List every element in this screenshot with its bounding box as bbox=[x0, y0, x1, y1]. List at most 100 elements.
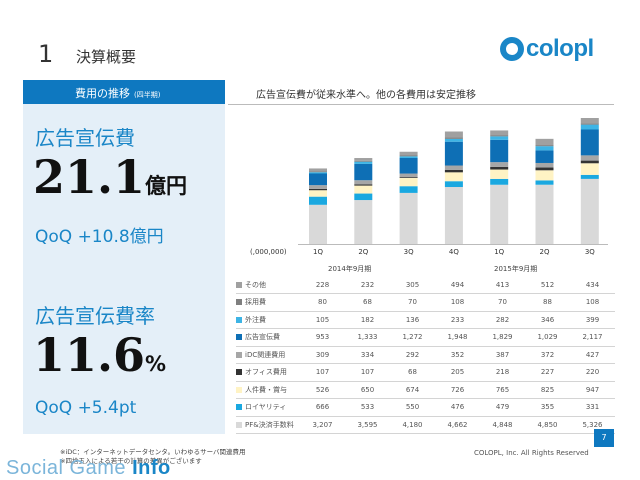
watermark: Social Game Info bbox=[6, 457, 171, 480]
bar-segment-6-0 bbox=[309, 172, 327, 174]
table-cell: 68 bbox=[345, 293, 390, 312]
slide-title: 決算概要 bbox=[76, 48, 137, 66]
bar-segment-7-4 bbox=[490, 135, 509, 137]
bar-segment-5-2 bbox=[399, 158, 418, 174]
table-cell: 292 bbox=[390, 346, 435, 364]
bar-segment-3-5 bbox=[535, 167, 554, 171]
bar-segment-8-6 bbox=[580, 118, 599, 124]
table-cell: 107 bbox=[300, 363, 345, 382]
table-cell: 2,117 bbox=[570, 328, 615, 347]
bar-segment-6-6 bbox=[580, 124, 599, 130]
bar-segment-1-1 bbox=[354, 193, 373, 201]
table-cell: 107 bbox=[345, 363, 390, 382]
ad-cost-value-int: 21 bbox=[33, 150, 98, 204]
ad-ratio-value-dec: .6 bbox=[97, 328, 146, 382]
table-cell: 227 bbox=[525, 363, 570, 382]
bar-segment-2-5 bbox=[535, 170, 554, 181]
table-cell: 3,207 bbox=[300, 416, 345, 434]
table-row: iDC関連費用 309 334 292 352 387 372 427 bbox=[236, 346, 615, 364]
logo-text: colopl bbox=[526, 35, 594, 62]
table-cell: 427 bbox=[570, 346, 615, 364]
bar-segment-4-1 bbox=[354, 180, 373, 185]
bar-segment-6-3 bbox=[444, 138, 463, 142]
bar-segment-0-6 bbox=[580, 178, 599, 244]
kpi-panel-subtitle: (四半期) bbox=[134, 91, 161, 99]
row-label: iDC関連費用 bbox=[236, 346, 300, 364]
table-cell: 331 bbox=[570, 398, 615, 417]
footnote-idc: ※iDC：インターネットデータセンタ。いわゆるサーバ関連費用 bbox=[60, 448, 246, 456]
legend-label: iDC関連費用 bbox=[245, 350, 286, 359]
legend-swatch bbox=[236, 316, 242, 323]
table-row: ロイヤリティ 666 533 550 476 479 355 331 bbox=[236, 398, 615, 417]
legend-label: ロイヤリティ bbox=[245, 403, 287, 412]
table-cell: 947 bbox=[570, 381, 615, 399]
table-cell: 88 bbox=[525, 293, 570, 312]
legend-label: その他 bbox=[245, 280, 266, 289]
colopl-logo: colopl bbox=[500, 34, 620, 64]
table-row: 人件費・賞与 526 650 674 726 765 825 947 bbox=[236, 381, 615, 399]
bar-segment-5-4 bbox=[490, 139, 509, 163]
stacked-bar-chart: (,000,000) 1Q 2Q 3Q 4Q 1Q 2Q 3Q bbox=[250, 118, 608, 256]
x-tick-label: 1Q bbox=[313, 248, 323, 256]
table-cell: 666 bbox=[300, 398, 345, 417]
table-cell: 434 bbox=[570, 276, 615, 294]
ad-cost-label: 広告宣伝費 bbox=[35, 126, 135, 150]
watermark-text-a: Social Game bbox=[6, 457, 133, 479]
kpi-panel-title: 費用の推移 bbox=[75, 87, 130, 100]
ad-cost-unit: 億円 bbox=[145, 174, 188, 198]
bar-segment-4-2 bbox=[399, 173, 418, 178]
bar-segment-8-1 bbox=[354, 158, 373, 161]
table-cell: 218 bbox=[480, 363, 525, 382]
bar-segment-2-4 bbox=[490, 169, 509, 179]
legend-label: 採用費 bbox=[245, 298, 266, 307]
bar-segment-4-4 bbox=[490, 162, 509, 167]
ad-ratio-qoq: QoQ +5.4pt bbox=[35, 398, 137, 418]
bar-segment-1-5 bbox=[535, 180, 554, 185]
bar-segment-1-6 bbox=[580, 174, 599, 179]
legend-swatch bbox=[236, 299, 242, 306]
table-cell: 108 bbox=[570, 293, 615, 312]
table-cell: 228 bbox=[300, 276, 345, 294]
copyright: COLOPL, Inc. All Rights Reserved bbox=[474, 449, 589, 457]
table-cell: 1,829 bbox=[480, 328, 525, 347]
ad-ratio-unit: % bbox=[145, 352, 167, 376]
table-cell: 334 bbox=[345, 346, 390, 364]
footnote-rounding: ※四捨五入による若干の計算の差異がございます bbox=[60, 457, 202, 465]
ad-ratio-value: 11.6% bbox=[33, 328, 166, 382]
table-cell: 68 bbox=[390, 363, 435, 382]
table-cell: 355 bbox=[525, 398, 570, 417]
bar-segment-1-0 bbox=[309, 196, 327, 205]
bar-segment-0-0 bbox=[309, 204, 327, 244]
bar-segment-7-6 bbox=[580, 123, 599, 125]
ad-cost-qoq: QoQ +10.8億円 bbox=[35, 227, 164, 247]
table-cell: 399 bbox=[570, 311, 615, 329]
x-tick-label: 3Q bbox=[585, 248, 595, 256]
bar-segment-8-3 bbox=[444, 131, 463, 138]
bar-segment-0-2 bbox=[399, 192, 418, 244]
bar-segment-0-4 bbox=[490, 184, 509, 244]
bar-segment-2-2 bbox=[399, 177, 418, 187]
table-cell: 232 bbox=[345, 276, 390, 294]
bar-segment-8-5 bbox=[535, 138, 554, 146]
kpi-panel-header: 費用の推移 (四半期) bbox=[23, 80, 225, 104]
year-label-2014: 2014年9月期 bbox=[328, 265, 372, 273]
bar-segment-5-6 bbox=[580, 129, 599, 156]
legend-swatch bbox=[236, 404, 242, 411]
table-cell: 1,948 bbox=[435, 328, 480, 347]
table-cell: 387 bbox=[480, 346, 525, 364]
bar-segment-2-0 bbox=[309, 190, 327, 197]
bar-segment-7-2 bbox=[399, 155, 418, 157]
legend-label: オフィス費用 bbox=[245, 368, 287, 377]
row-label: ロイヤリティ bbox=[236, 398, 300, 417]
row-label: その他 bbox=[236, 276, 300, 294]
legend-swatch bbox=[236, 369, 242, 376]
table-cell: 352 bbox=[435, 346, 480, 364]
row-label: オフィス費用 bbox=[236, 363, 300, 382]
table-row: オフィス費用 107 107 68 205 218 227 220 bbox=[236, 363, 615, 382]
bar-segment-0-1 bbox=[354, 200, 373, 244]
table-cell: 182 bbox=[345, 311, 390, 329]
kpi-panel bbox=[23, 80, 225, 434]
bar-segment-1-3 bbox=[444, 181, 463, 188]
table-cell: 136 bbox=[390, 311, 435, 329]
table-cell: 512 bbox=[525, 276, 570, 294]
